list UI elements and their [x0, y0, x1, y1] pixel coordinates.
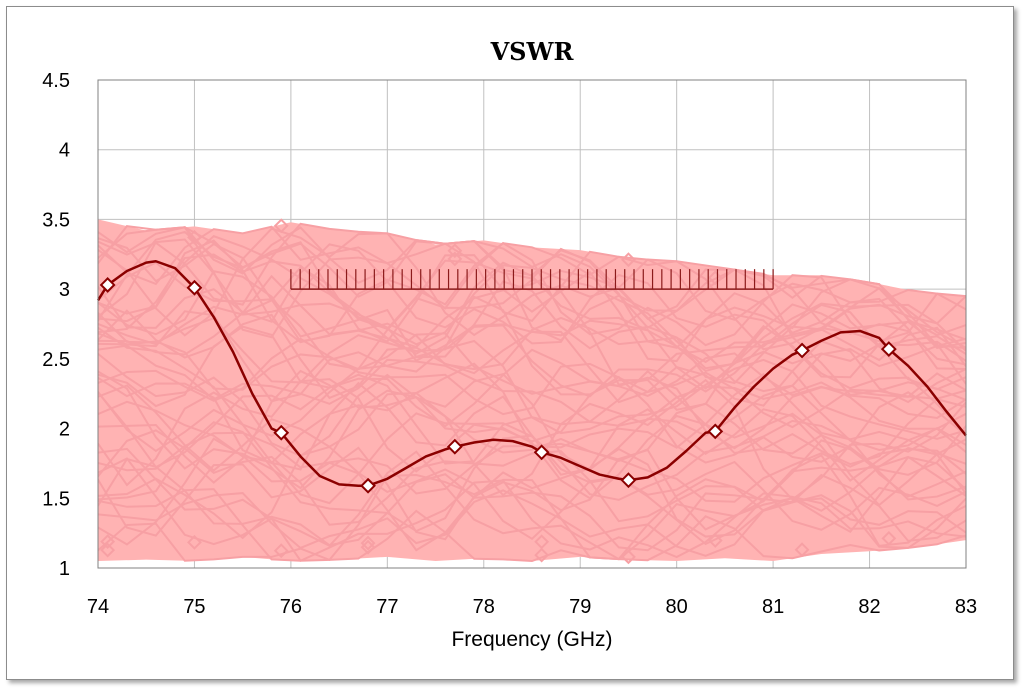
- monte-carlo-marker: [881, 530, 897, 546]
- main-series-marker: [880, 341, 897, 358]
- monte-carlo-curve: [98, 312, 966, 401]
- x-tick-label: 77: [376, 596, 398, 618]
- main-series-marker: [707, 423, 724, 440]
- x-tick-label: 75: [183, 596, 205, 618]
- x-tick-label: 78: [473, 596, 495, 618]
- x-tick-label: 79: [569, 596, 591, 618]
- monte-carlo-curve: [98, 489, 966, 557]
- monte-carlo-marker: [360, 539, 376, 555]
- monte-carlo-curve: [98, 479, 966, 562]
- y-tick-label: 2.5: [42, 349, 70, 371]
- x-tick-label: 82: [858, 596, 880, 618]
- chart-title: VSWR: [490, 37, 575, 66]
- main-series-marker: [533, 444, 550, 461]
- y-tick-label: 1.5: [42, 488, 70, 510]
- monte-carlo-curve: [98, 327, 966, 440]
- monte-carlo-marker: [534, 547, 550, 563]
- main-series-marker: [273, 424, 290, 441]
- monte-carlo-curve: [98, 446, 966, 541]
- monte-carlo-curve: [98, 237, 966, 355]
- x-axis-label: Frequency (GHz): [451, 628, 612, 651]
- monte-carlo-marker: [273, 218, 289, 234]
- monte-carlo-marker: [187, 534, 202, 550]
- main-series-line: [96, 260, 967, 487]
- monte-carlo-marker: [621, 549, 636, 565]
- monte-carlo-curve: [98, 295, 966, 436]
- monte-carlo-curve: [98, 352, 966, 471]
- monte-carlo-marker: [447, 251, 463, 267]
- y-axis-ticks: 1 1.5 2 2.5 3 3.5 4 4.5: [42, 70, 70, 580]
- spec-line: [290, 269, 774, 290]
- y-tick-label: 1: [59, 558, 70, 580]
- monte-carlo-curve: [98, 238, 966, 371]
- main-series-marker: [446, 438, 463, 455]
- x-tick-label: 80: [666, 596, 688, 618]
- monte-carlo-marker: [100, 542, 116, 558]
- monte-carlo-band: [98, 218, 966, 565]
- x-tick-label: 81: [762, 596, 784, 618]
- y-tick-label: 3: [59, 279, 70, 301]
- x-axis-ticks: 74 75 76 77 78 79 80 81 82 83: [87, 596, 977, 618]
- main-series-marker: [99, 277, 116, 293]
- x-tick-label: 83: [955, 596, 977, 618]
- main-series-marker: [360, 477, 376, 494]
- monte-carlo-marker: [360, 535, 376, 551]
- monte-carlo-curve: [98, 325, 966, 450]
- y-tick-label: 4: [59, 140, 70, 162]
- x-tick-label: 74: [87, 596, 109, 618]
- monte-carlo-curve: [98, 375, 966, 487]
- monte-carlo-curve: [98, 344, 966, 430]
- y-tick-label: 2: [59, 419, 70, 441]
- monte-carlo-marker: [707, 533, 723, 548]
- y-tick-label: 3.5: [42, 209, 70, 231]
- monte-carlo-marker: [100, 534, 116, 550]
- y-tick-label: 4.5: [42, 70, 70, 92]
- monte-carlo-curve: [98, 429, 966, 526]
- monte-carlo-curve: [98, 225, 966, 321]
- main-series-marker: [794, 342, 810, 359]
- x-tick-label: 76: [280, 596, 302, 618]
- monte-carlo-curve: [98, 337, 966, 429]
- monte-carlo-curve: [98, 226, 966, 366]
- monte-carlo-marker: [794, 542, 810, 558]
- main-series-marker: [186, 279, 203, 296]
- monte-carlo-marker: [447, 243, 463, 259]
- monte-carlo-curve: [98, 369, 966, 501]
- monte-carlo-marker: [621, 252, 636, 268]
- monte-carlo-marker: [707, 270, 723, 286]
- main-series: [96, 260, 967, 494]
- monte-carlo-marker: [187, 229, 202, 245]
- monte-carlo-curve: [98, 445, 966, 541]
- main-series-marker: [620, 472, 637, 489]
- monte-carlo-curve: [98, 384, 966, 476]
- monte-carlo-curve: [98, 447, 966, 562]
- monte-carlo-curve: [98, 450, 966, 561]
- monte-carlo-marker: [273, 543, 289, 559]
- plot-border: [97, 79, 967, 569]
- monte-carlo-curve: [98, 302, 966, 373]
- monte-carlo-curve: [98, 222, 966, 339]
- monte-carlo-curve: [98, 400, 966, 505]
- monte-carlo-curve: [98, 509, 966, 563]
